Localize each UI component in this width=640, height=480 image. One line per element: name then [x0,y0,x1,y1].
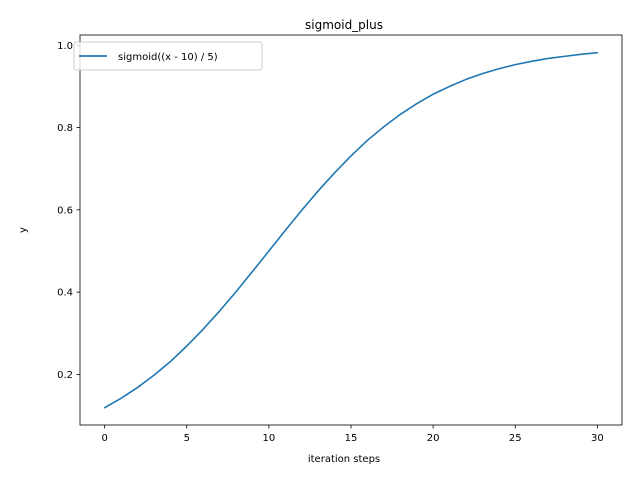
axes-frame [79,34,623,426]
y-tick-label: 0.2 [57,370,73,381]
y-tick-label: 1.0 [57,41,73,52]
legend-box [73,41,263,71]
x-tick-label: 25 [509,433,522,444]
x-axis-label: iteration steps [308,454,380,465]
y-axis-ticks: 0.2 0.4 0.6 0.8 1.0 [57,41,80,381]
series-layer [103,51,599,409]
x-axis-ticks: 0 5 10 15 20 25 30 [101,425,604,444]
x-tick-label: 30 [591,433,604,444]
legend-label: sigmoid((x - 10) / 5) [118,52,218,63]
y-tick-label: 0.4 [57,288,73,299]
x-tick-label: 10 [263,433,276,444]
x-tick-label: 0 [101,433,107,444]
x-tick-label: 20 [427,433,440,444]
x-tick-label: 15 [345,433,358,444]
y-tick-label: 0.8 [57,123,73,134]
y-tick-label: 0.6 [57,205,73,216]
chart-title: sigmoid_plus [305,18,383,32]
series-line [103,51,599,409]
y-axis-label: y [18,227,29,233]
plot-area [80,35,622,425]
legend: sigmoid((x - 10) / 5) [73,41,263,71]
x-tick-label: 5 [184,433,190,444]
